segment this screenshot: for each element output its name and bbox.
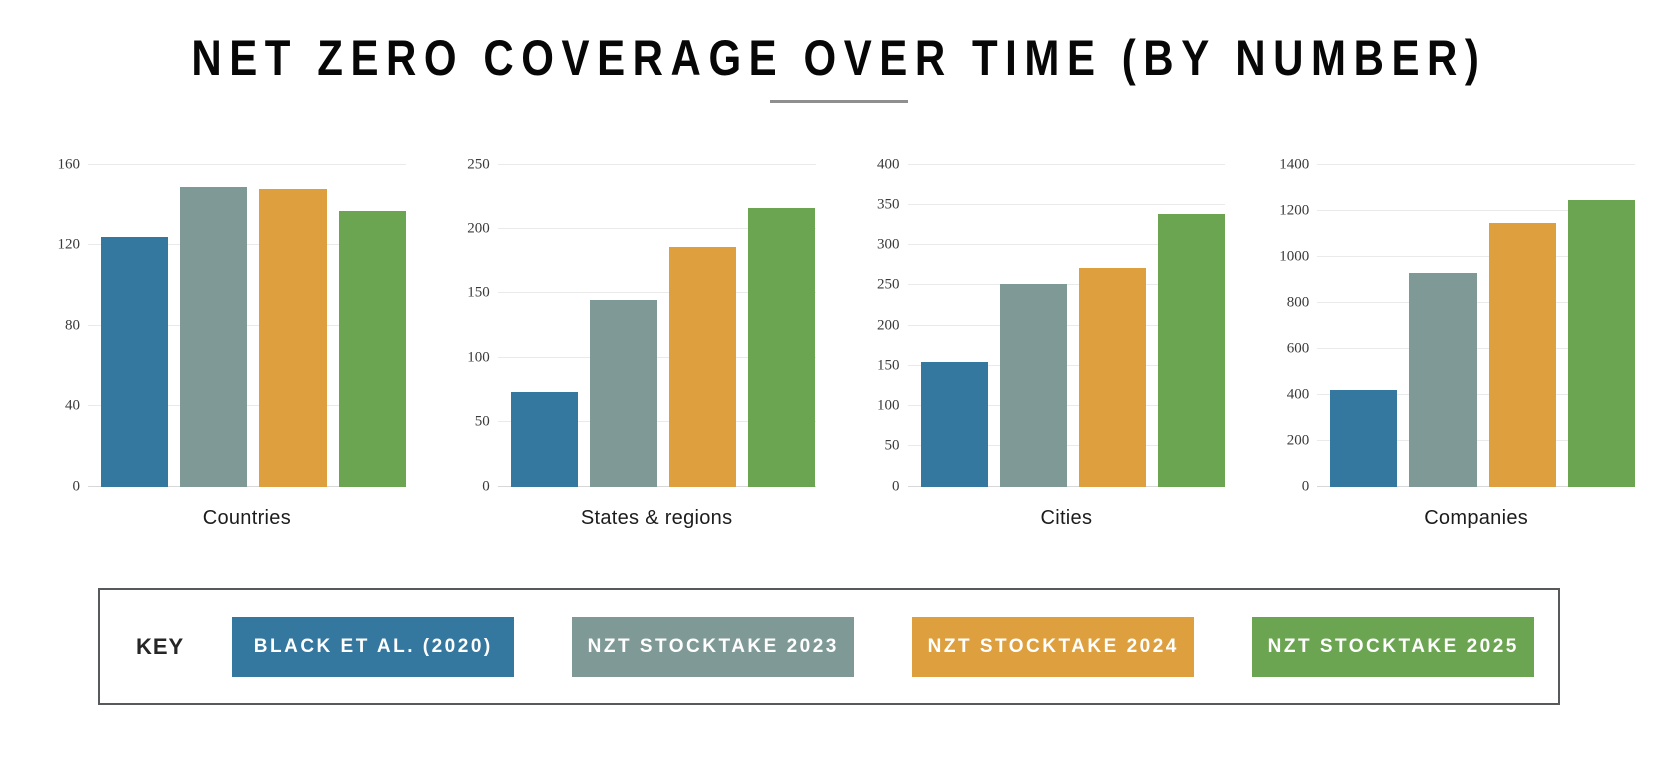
bar-nzt-stocktake-2023 <box>999 283 1067 487</box>
y-tick-label: 80 <box>65 317 80 333</box>
y-tick-label: 600 <box>1286 340 1310 356</box>
category-label: Companies <box>1424 506 1529 529</box>
legend-swatch-nzt-stocktake-2025: NZT STOCKTAKE 2025 <box>1252 616 1535 677</box>
y-tick-label: 50 <box>474 413 490 430</box>
y-tick-label: 200 <box>1286 432 1310 448</box>
y-tick-label: 50 <box>884 437 900 454</box>
legend-swatch-nzt-stocktake-2024: NZT STOCKTAKE 2024 <box>912 616 1195 677</box>
chart-area-companies: 0 200 400 600 800 1000 1200 1400 <box>1271 156 1635 494</box>
y-tick-label: 250 <box>467 156 490 172</box>
net-zero-infographic: NET ZERO COVERAGE OVER TIME (BY NUMBER) … <box>0 0 1677 705</box>
bar-group <box>88 165 406 487</box>
y-tick-label: 1000 <box>1279 248 1310 264</box>
bar-nzt-stocktake-2024 <box>259 188 327 487</box>
legend-swatch-label: NZT STOCKTAKE 2023 <box>587 635 839 657</box>
y-tick-label: 150 <box>467 284 490 301</box>
gridline <box>907 244 1226 245</box>
legend-swatch-nzt-stocktake-2023: NZT STOCKTAKE 2023 <box>572 616 855 677</box>
bar-nzt-stocktake-2025 <box>748 208 816 487</box>
bar-black-et-al-2020 <box>101 236 169 487</box>
bar-nzt-stocktake-2024 <box>669 246 737 487</box>
y-axis: 0 40 80 120 160 <box>42 156 88 494</box>
y-axis: 0 50 100 150 200 250 300 350 400 <box>862 156 908 494</box>
legend-title: KEY <box>136 633 185 659</box>
bar-nzt-stocktake-2024 <box>1488 223 1556 487</box>
bar-group <box>498 165 816 487</box>
plot-area <box>497 163 816 487</box>
gridline <box>1317 163 1635 165</box>
y-tick-label: 150 <box>877 357 900 374</box>
y-tick-label: 120 <box>57 236 81 253</box>
y-axis: 0 50 100 150 200 250 <box>452 156 498 494</box>
bar-black-et-al-2020 <box>510 392 578 487</box>
legend-swatch-label: NZT STOCKTAKE 2025 <box>1267 635 1519 657</box>
chart-area-countries: 0 40 80 120 160 <box>42 156 406 494</box>
y-tick-label: 350 <box>877 196 900 213</box>
gridline <box>1317 209 1635 211</box>
y-tick-label: 200 <box>467 220 490 237</box>
bar-nzt-stocktake-2024 <box>1078 268 1146 487</box>
y-tick-label: 250 <box>877 276 900 293</box>
bar-group <box>1317 165 1635 487</box>
bar-nzt-stocktake-2023 <box>1409 272 1477 487</box>
y-tick-label: 1200 <box>1279 202 1310 218</box>
category-label: Countries <box>202 506 292 529</box>
charts-row: 0 40 80 120 160 Countries 0 50 100 150 200 250 State… <box>0 156 1677 530</box>
y-tick-label: 0 <box>72 478 81 494</box>
y-tick-label: 0 <box>892 478 900 494</box>
bar-nzt-stocktake-2025 <box>1567 200 1635 487</box>
category-label: Cities <box>1040 506 1093 529</box>
y-tick-label: 400 <box>877 156 900 172</box>
bar-nzt-stocktake-2025 <box>338 210 406 487</box>
gridline <box>497 163 816 165</box>
chart-area-cities: 0 50 100 150 200 250 300 350 400 <box>862 156 1226 494</box>
y-tick-label: 40 <box>65 397 80 414</box>
title-block: NET ZERO COVERAGE OVER TIME (BY NUMBER) <box>0 0 1677 103</box>
bar-nzt-stocktake-2023 <box>589 299 658 487</box>
title-divider <box>769 99 908 103</box>
page-title: NET ZERO COVERAGE OVER TIME (BY NUMBER) <box>190 30 1487 86</box>
gridline <box>907 163 1226 165</box>
chart-panel-companies: 0 200 400 600 800 1000 1200 1400 Companies <box>1271 156 1635 530</box>
gridline <box>907 203 1226 205</box>
gridline <box>497 227 816 229</box>
gridline <box>497 292 816 294</box>
gridline <box>88 163 406 165</box>
y-tick-label: 0 <box>1301 478 1310 494</box>
chart-panel-cities: 0 50 100 150 200 250 300 350 400 Cities <box>862 156 1226 530</box>
plot-area <box>907 163 1226 487</box>
y-tick-label: 160 <box>57 156 81 172</box>
chart-panel-states-regions: 0 50 100 150 200 250 States & regions <box>452 156 816 530</box>
y-tick-label: 1400 <box>1279 156 1310 172</box>
category-label: States & regions <box>580 506 733 529</box>
y-tick-label: 100 <box>467 349 490 366</box>
y-tick-label: 200 <box>877 317 900 333</box>
y-tick-label: 800 <box>1286 294 1310 310</box>
legend-entries: BLACK ET AL. (2020) NZT STOCKTAKE 2023 NZT… <box>232 616 1535 677</box>
plot-area <box>88 163 406 487</box>
bar-black-et-al-2020 <box>920 361 988 487</box>
bar-nzt-stocktake-2023 <box>180 186 248 487</box>
legend-swatch-label: BLACK ET AL. (2020) <box>253 635 493 657</box>
legend-swatch-label: NZT STOCKTAKE 2024 <box>927 635 1179 657</box>
bar-black-et-al-2020 <box>1330 389 1398 487</box>
plot-area <box>1317 163 1635 487</box>
y-tick-label: 100 <box>877 397 900 414</box>
legend-box: KEY BLACK ET AL. (2020) NZT STOCKTAKE 202… <box>98 588 1560 705</box>
y-axis: 0 200 400 600 800 1000 1200 1400 <box>1271 156 1317 494</box>
chart-panel-countries: 0 40 80 120 160 Countries <box>42 156 406 530</box>
y-tick-label: 0 <box>482 478 490 494</box>
legend-swatch-black-et-al-2020: BLACK ET AL. (2020) <box>232 616 515 677</box>
bar-group <box>908 165 1226 487</box>
chart-area-states-regions: 0 50 100 150 200 250 <box>452 156 816 494</box>
gridline <box>1317 255 1635 257</box>
bar-nzt-stocktake-2025 <box>1158 214 1226 487</box>
y-tick-label: 400 <box>1286 386 1310 402</box>
y-tick-label: 300 <box>877 236 900 253</box>
